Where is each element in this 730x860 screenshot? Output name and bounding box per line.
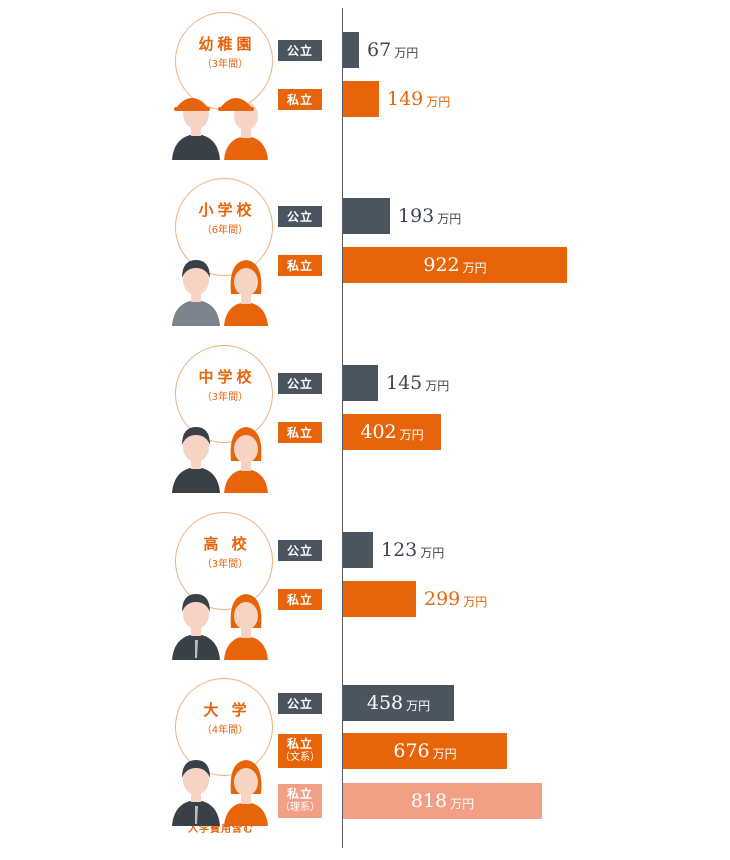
badge-private: 私立	[278, 422, 322, 443]
badge-sublabel: （理系）	[280, 802, 320, 813]
value-label: 922 万円	[343, 247, 567, 283]
group-5: 大 学（4年間） 公立 458 万円 私立 （文系） 676 万円 私立 （理系） 818 万円	[0, 678, 730, 826]
value-label: 149 万円	[387, 81, 450, 117]
stage-circle: 大 学 （4年間）	[175, 678, 273, 776]
badge-public: 公立	[278, 693, 322, 714]
value-number: 458	[366, 692, 404, 714]
stage-circle: 中学校 （3年間）	[175, 345, 273, 443]
elementary-children-icon	[168, 234, 276, 326]
value-number: 145	[386, 372, 423, 394]
badge-public: 公立	[278, 40, 322, 61]
badge-label: 公立	[286, 377, 313, 391]
value-number: 922	[423, 254, 460, 276]
badge-label: 私立	[286, 787, 313, 801]
bar-public	[343, 198, 390, 234]
stage-years: （4年間）	[201, 725, 249, 736]
stage-label: 中学校	[198, 368, 256, 386]
value-label: 818 万円	[343, 783, 542, 819]
badge-label: 公立	[286, 697, 313, 711]
value-unit: 万円	[394, 45, 419, 60]
value-label: 458 万円	[343, 685, 454, 721]
stage-circle: 小学校 （6年間）	[175, 178, 273, 276]
value-unit: 万円	[425, 378, 450, 393]
badge-private: 私立	[278, 89, 322, 110]
stage-years: （3年間）	[201, 559, 249, 570]
badge-label: 私立	[286, 426, 313, 440]
badge-private-science: 私立 （理系）	[278, 784, 322, 818]
group-3: 中学校 （3年間） 公立 145 万円 私立 402 万円	[0, 345, 730, 493]
bar-public	[343, 685, 454, 721]
value-number: 299	[424, 588, 461, 610]
group-1: 幼稚園 （3年間） 公立 67 万円 私立 149 万円	[0, 12, 730, 160]
high-school-students-icon	[168, 568, 276, 660]
value-unit: 万円	[406, 698, 431, 713]
stage-label: 大 学	[203, 701, 251, 719]
value-label: 123 万円	[381, 532, 444, 568]
stage-years: （3年間）	[201, 392, 249, 403]
badge-label: 公立	[286, 44, 313, 58]
stage-circle: 幼稚園 （3年間）	[175, 12, 273, 110]
badge-sublabel: （文系）	[280, 752, 320, 763]
bar-private	[343, 247, 567, 283]
value-number: 818	[410, 790, 448, 812]
value-number: 402	[360, 421, 397, 443]
badge-label: 私立	[286, 93, 313, 107]
badge-private: 私立	[278, 589, 322, 610]
value-unit: 万円	[420, 545, 445, 560]
value-label: 145 万円	[386, 365, 449, 401]
value-label: 676 万円	[343, 733, 507, 769]
stage-years: （6年間）	[201, 225, 249, 236]
badge-label: 私立	[286, 737, 313, 751]
bar-private-science	[343, 783, 542, 819]
stage-label: 高 校	[203, 535, 251, 553]
junior-high-students-icon	[168, 401, 276, 493]
badge-label: 公立	[286, 210, 313, 224]
value-number: 67	[367, 39, 392, 61]
note-entrance-fees: 入学費用含む	[188, 824, 254, 835]
value-label: 402 万円	[343, 414, 441, 450]
bar-public	[343, 532, 373, 568]
badge-label: 私立	[286, 593, 313, 607]
badge-public: 公立	[278, 373, 322, 394]
group-4: 高 校（3年間） 公立 123 万円 私立 299 万円	[0, 512, 730, 660]
value-unit: 万円	[450, 796, 475, 811]
value-unit: 万円	[463, 594, 488, 609]
value-unit: 万円	[462, 260, 487, 275]
kindergarten-children-icon	[168, 68, 276, 160]
stage-circle: 高 校 （3年間）	[175, 512, 273, 610]
value-number: 123	[381, 539, 418, 561]
bar-private	[343, 414, 441, 450]
group-2: 小学校 （6年間） 公立 193 万円 私立 922 万円	[0, 178, 730, 326]
bar-private	[343, 581, 416, 617]
value-unit: 万円	[432, 746, 457, 761]
value-unit: 万円	[399, 427, 424, 442]
badge-public: 公立	[278, 206, 322, 227]
bar-public	[343, 365, 378, 401]
value-unit: 万円	[437, 211, 462, 226]
bar-private	[343, 733, 507, 769]
university-students-icon	[168, 734, 276, 826]
bar-private	[343, 81, 379, 117]
badge-label: 公立	[286, 544, 313, 558]
value-number: 193	[398, 205, 435, 227]
stage-years: （3年間）	[201, 59, 249, 70]
badge-public: 公立	[278, 540, 322, 561]
badge-private: 私立	[278, 255, 322, 276]
axis-line	[342, 8, 343, 848]
stage-label: 幼稚園	[198, 35, 256, 53]
badge-private: 私立 （文系）	[278, 734, 322, 768]
value-label: 299 万円	[424, 581, 487, 617]
badge-label: 私立	[286, 259, 313, 273]
value-number: 676	[393, 740, 430, 762]
bar-public	[343, 32, 359, 68]
value-unit: 万円	[426, 94, 451, 109]
value-label: 67 万円	[367, 32, 418, 68]
value-number: 149	[387, 88, 424, 110]
stage-label: 小学校	[198, 201, 256, 219]
value-label: 193 万円	[398, 198, 461, 234]
